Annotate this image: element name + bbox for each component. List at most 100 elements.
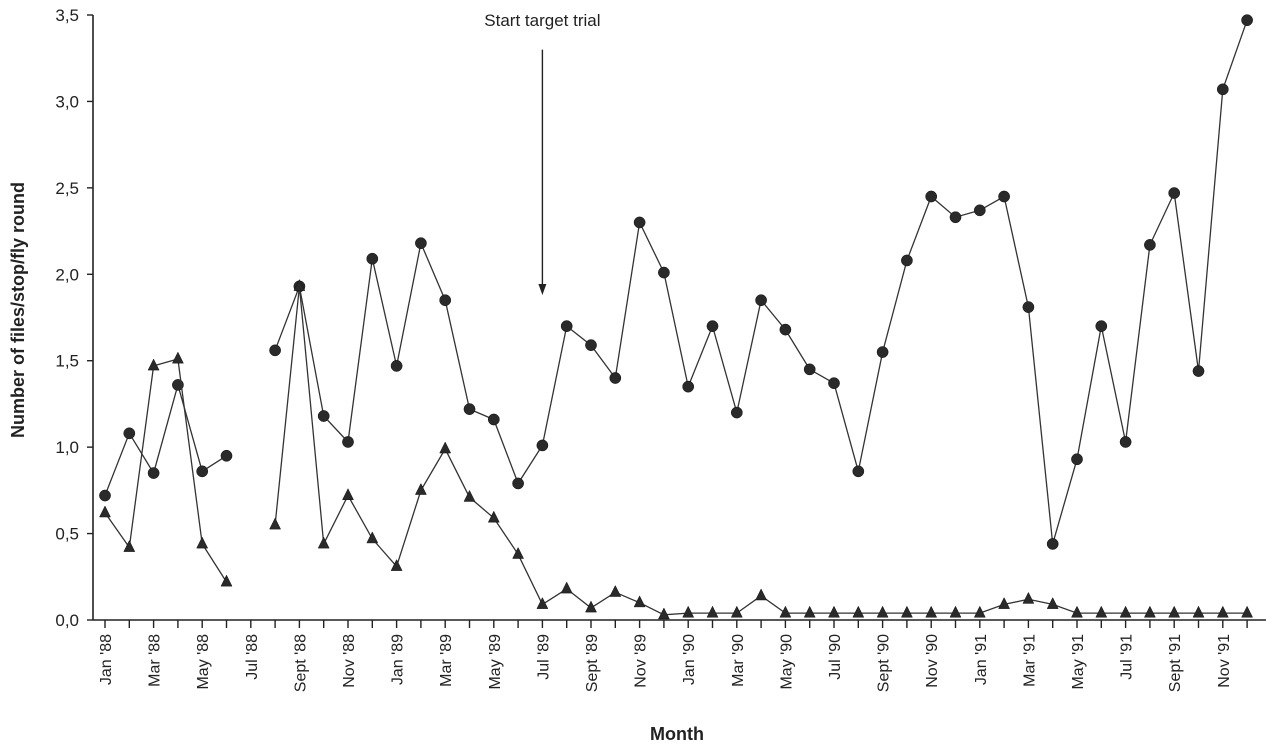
data-point-triangle xyxy=(925,605,938,618)
data-point-circle xyxy=(463,403,476,415)
data-point-triangle xyxy=(779,605,792,618)
data-point-triangle xyxy=(852,605,865,618)
data-point-circle xyxy=(512,477,524,490)
y-axis-title: Number of files/stop/fly round xyxy=(8,182,28,438)
data-point-circle xyxy=(269,344,281,357)
axes: 0,0 0,5 1,0 1,5 2,0 2,5 3,0 3,5 Jan '88 Mar '88 Ma… xyxy=(55,6,1266,692)
data-point-circle xyxy=(1216,83,1229,96)
data-point-circle xyxy=(1119,436,1132,448)
data-point-circle xyxy=(658,266,670,279)
data-point-triangle xyxy=(196,536,209,549)
data-point-circle xyxy=(949,211,962,224)
y-tick-label: 3,0 xyxy=(55,92,79,111)
data-point-triangle xyxy=(657,607,670,620)
x-tick-label: Jan '91 xyxy=(973,634,990,685)
x-tick-label: Sept '91 xyxy=(1167,634,1184,692)
data-point-circle xyxy=(973,204,986,217)
data-point-circle xyxy=(99,489,111,502)
data-point-circle xyxy=(415,237,427,250)
data-point-triangle xyxy=(876,605,889,618)
data-point-circle xyxy=(1095,320,1108,332)
data-point-circle xyxy=(755,294,767,307)
data-point-triangle xyxy=(220,574,233,587)
data-point-triangle xyxy=(1168,605,1181,618)
data-point-triangle xyxy=(147,358,160,371)
data-point-circle xyxy=(220,449,233,462)
data-point-triangle xyxy=(730,605,743,618)
data-point-triangle xyxy=(706,605,719,618)
data-point-triangle xyxy=(633,595,646,608)
annotation-layer: Start target trial xyxy=(484,11,601,296)
data-point-triangle xyxy=(1071,605,1083,618)
series-circle xyxy=(99,14,1253,550)
data-point-triangle xyxy=(1143,605,1156,618)
annotation-arrow-head xyxy=(538,284,547,296)
data-point-triangle xyxy=(755,588,768,601)
data-point-triangle xyxy=(342,488,354,500)
data-point-circle xyxy=(487,413,500,426)
data-point-triangle xyxy=(1192,605,1205,618)
data-point-triangle xyxy=(585,600,597,613)
data-point-circle xyxy=(342,436,354,448)
data-point-circle xyxy=(925,190,938,203)
x-tick-label: Mar '90 xyxy=(730,634,747,687)
data-point-circle xyxy=(998,190,1010,203)
data-point-circle xyxy=(1144,239,1156,251)
data-point-triangle xyxy=(998,597,1011,609)
data-point-triangle xyxy=(171,351,184,364)
x-tick-label: Jan '89 xyxy=(390,634,407,685)
y-tick-label: 1,5 xyxy=(55,352,79,371)
data-point-circle xyxy=(1241,14,1253,27)
data-point-circle xyxy=(1046,538,1059,550)
y-tick-label: 2,0 xyxy=(55,265,79,284)
x-tick-label: May '89 xyxy=(487,634,504,690)
y-tick-label: 3,5 xyxy=(55,6,79,25)
data-point-circle xyxy=(123,427,136,440)
data-point-circle xyxy=(730,406,743,419)
y-tick-label: 0,0 xyxy=(55,611,79,630)
x-tick-label: Nov '91 xyxy=(1216,634,1233,688)
data-point-circle xyxy=(317,410,330,422)
data-point-triangle xyxy=(536,597,549,609)
series-layer xyxy=(99,14,1254,620)
data-point-triangle xyxy=(1119,605,1132,618)
data-point-circle xyxy=(779,323,792,336)
data-point-circle xyxy=(1168,187,1181,199)
data-point-circle xyxy=(609,372,622,384)
data-point-triangle xyxy=(949,605,962,618)
data-point-triangle xyxy=(973,605,986,618)
data-point-triangle xyxy=(123,540,136,552)
y-tick-label: 0,5 xyxy=(55,525,79,544)
data-point-triangle xyxy=(828,605,840,618)
data-point-circle xyxy=(706,320,719,332)
data-point-circle xyxy=(390,360,403,372)
y-tick-label: 2,5 xyxy=(55,179,79,198)
x-tick-label: Sept '90 xyxy=(876,634,893,692)
data-point-circle xyxy=(633,216,646,229)
annotation-text: Start target trial xyxy=(484,11,600,30)
x-tick-label: Jul '91 xyxy=(1119,634,1136,680)
series-triangle-line xyxy=(274,286,1248,616)
data-point-triangle xyxy=(512,546,525,559)
data-point-circle xyxy=(366,252,379,265)
x-axis-title: Month xyxy=(650,724,704,744)
data-point-circle xyxy=(439,294,452,307)
data-point-triangle xyxy=(463,489,476,502)
data-point-triangle xyxy=(1241,605,1254,618)
data-point-triangle xyxy=(1216,605,1229,618)
data-point-triangle xyxy=(1046,597,1059,609)
data-point-circle xyxy=(682,380,695,393)
data-point-circle xyxy=(1071,453,1083,466)
x-tick-label: May '91 xyxy=(1070,634,1087,690)
x-tick-label: Sept '88 xyxy=(292,634,309,692)
data-point-triangle xyxy=(803,605,816,618)
data-point-triangle xyxy=(293,279,306,291)
data-point-circle xyxy=(560,320,573,332)
x-tick-label: May '90 xyxy=(778,634,795,690)
data-point-triangle xyxy=(439,441,452,454)
data-point-circle xyxy=(901,254,913,267)
data-point-triangle xyxy=(414,482,427,495)
data-point-circle xyxy=(147,467,160,479)
x-tick-label: Mar '89 xyxy=(438,634,455,687)
